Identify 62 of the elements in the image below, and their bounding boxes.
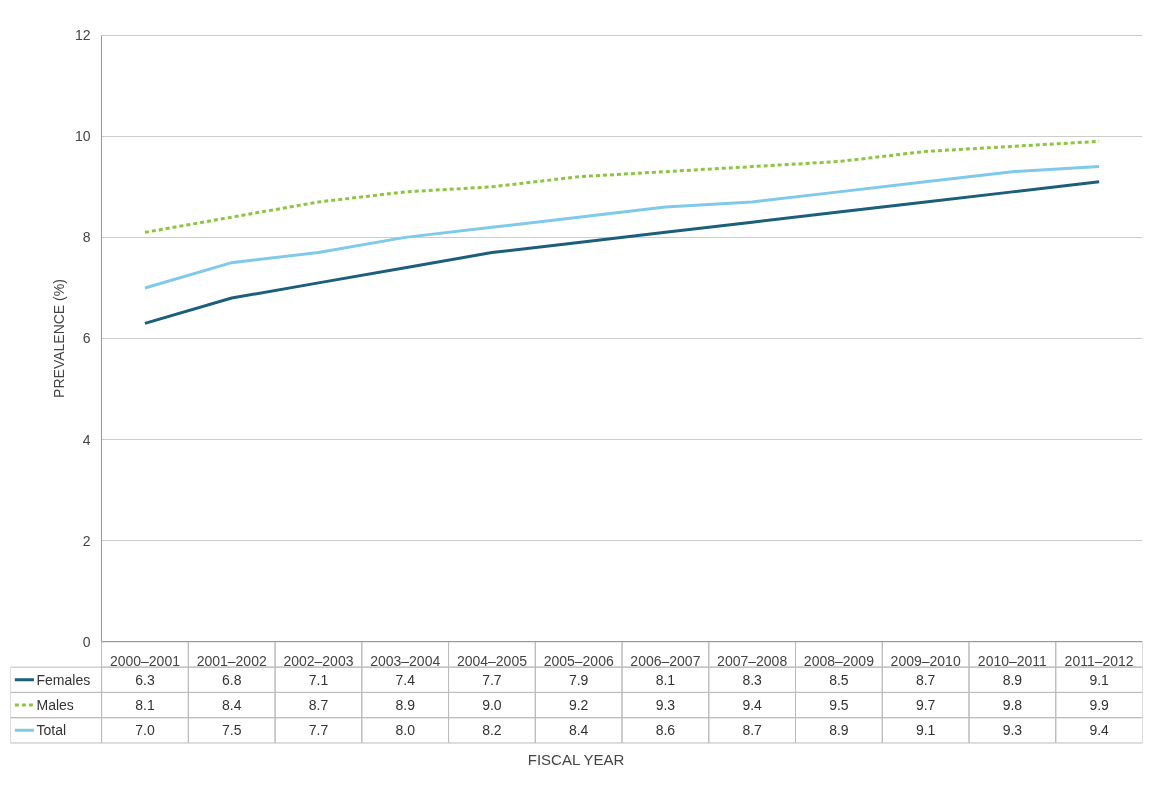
data-label: 8.6: [655, 722, 676, 739]
data-label: 7.9: [568, 671, 589, 688]
data-label: 9.9: [1089, 697, 1110, 714]
data-label: 7.4: [395, 671, 416, 688]
data-label: 9.2: [568, 697, 589, 714]
x-tick-label: 2006–2007: [630, 652, 701, 669]
data-label: 9.7: [915, 697, 936, 714]
data-label: 8.9: [829, 722, 849, 739]
x-tick-label: 2007–2008: [717, 652, 788, 669]
data-label: 8.4: [221, 697, 242, 714]
data-label: 9.4: [742, 697, 763, 714]
data-label: 8.7: [915, 671, 936, 688]
x-tick-label: 2010–2011: [977, 652, 1048, 669]
data-label: 8.1: [655, 671, 676, 688]
data-label: 9.4: [1089, 722, 1110, 739]
x-tick-label: 2000–2001: [109, 652, 181, 669]
data-label: 8.3: [742, 671, 763, 688]
x-tick-label: 2004–2005: [456, 652, 528, 669]
x-tick-label: 2008–2009: [803, 652, 875, 669]
data-label: 8.2: [482, 722, 502, 739]
x-tick-label: 2003–2004: [370, 652, 441, 669]
line-series: [143, 165, 1101, 290]
data-label: 8.0: [395, 722, 416, 739]
x-tick-label: 2002–2003: [283, 652, 354, 669]
y-tick-label: 12: [75, 27, 91, 44]
data-label: 9.1: [1089, 671, 1110, 688]
line-series: [143, 180, 1101, 325]
y-tick-label: 10: [75, 128, 91, 145]
data-label: 9.1: [915, 722, 936, 739]
data-label: 7.0: [135, 722, 155, 739]
legend-label: Males: [36, 697, 74, 714]
x-tick-label: 2011–2012: [1064, 652, 1134, 669]
data-label: 8.1: [135, 697, 155, 714]
data-label: 8.7: [308, 697, 329, 714]
y-axis-title: PREVALENCE (%): [50, 279, 67, 398]
legend-label: Total: [36, 722, 67, 739]
data-label: 6.8: [221, 671, 242, 688]
data-label: 6.3: [135, 671, 155, 688]
data-label: 8.4: [568, 722, 589, 739]
y-tick-label: 2: [82, 532, 91, 549]
y-tick-label: 6: [82, 330, 91, 347]
legend-label: Females: [36, 671, 91, 688]
x-tick-label: 2001–2002: [196, 652, 267, 669]
data-label: 7.7: [482, 671, 502, 688]
data-label: 8.9: [1002, 671, 1023, 688]
data-label: 8.7: [742, 722, 763, 739]
data-label: 7.1: [308, 671, 329, 688]
data-label: 9.0: [482, 697, 502, 714]
data-label: 9.3: [1002, 722, 1023, 739]
data-label: 9.8: [1002, 697, 1023, 714]
data-label: 9.3: [655, 697, 676, 714]
y-tick-label: 8: [82, 229, 91, 246]
y-tick-label: 0: [82, 633, 91, 650]
data-label: 7.7: [308, 722, 329, 739]
text: FISCAL YEAR: [527, 750, 625, 768]
data-label: 7.5: [221, 722, 242, 739]
y-tick-label: 4: [82, 431, 91, 448]
data-label: 8.9: [395, 697, 416, 714]
data-label: 9.5: [829, 697, 849, 714]
x-tick-label: 2009–2010: [890, 652, 961, 669]
data-label: 8.5: [829, 671, 849, 688]
x-tick-label: 2005–2006: [543, 652, 614, 669]
